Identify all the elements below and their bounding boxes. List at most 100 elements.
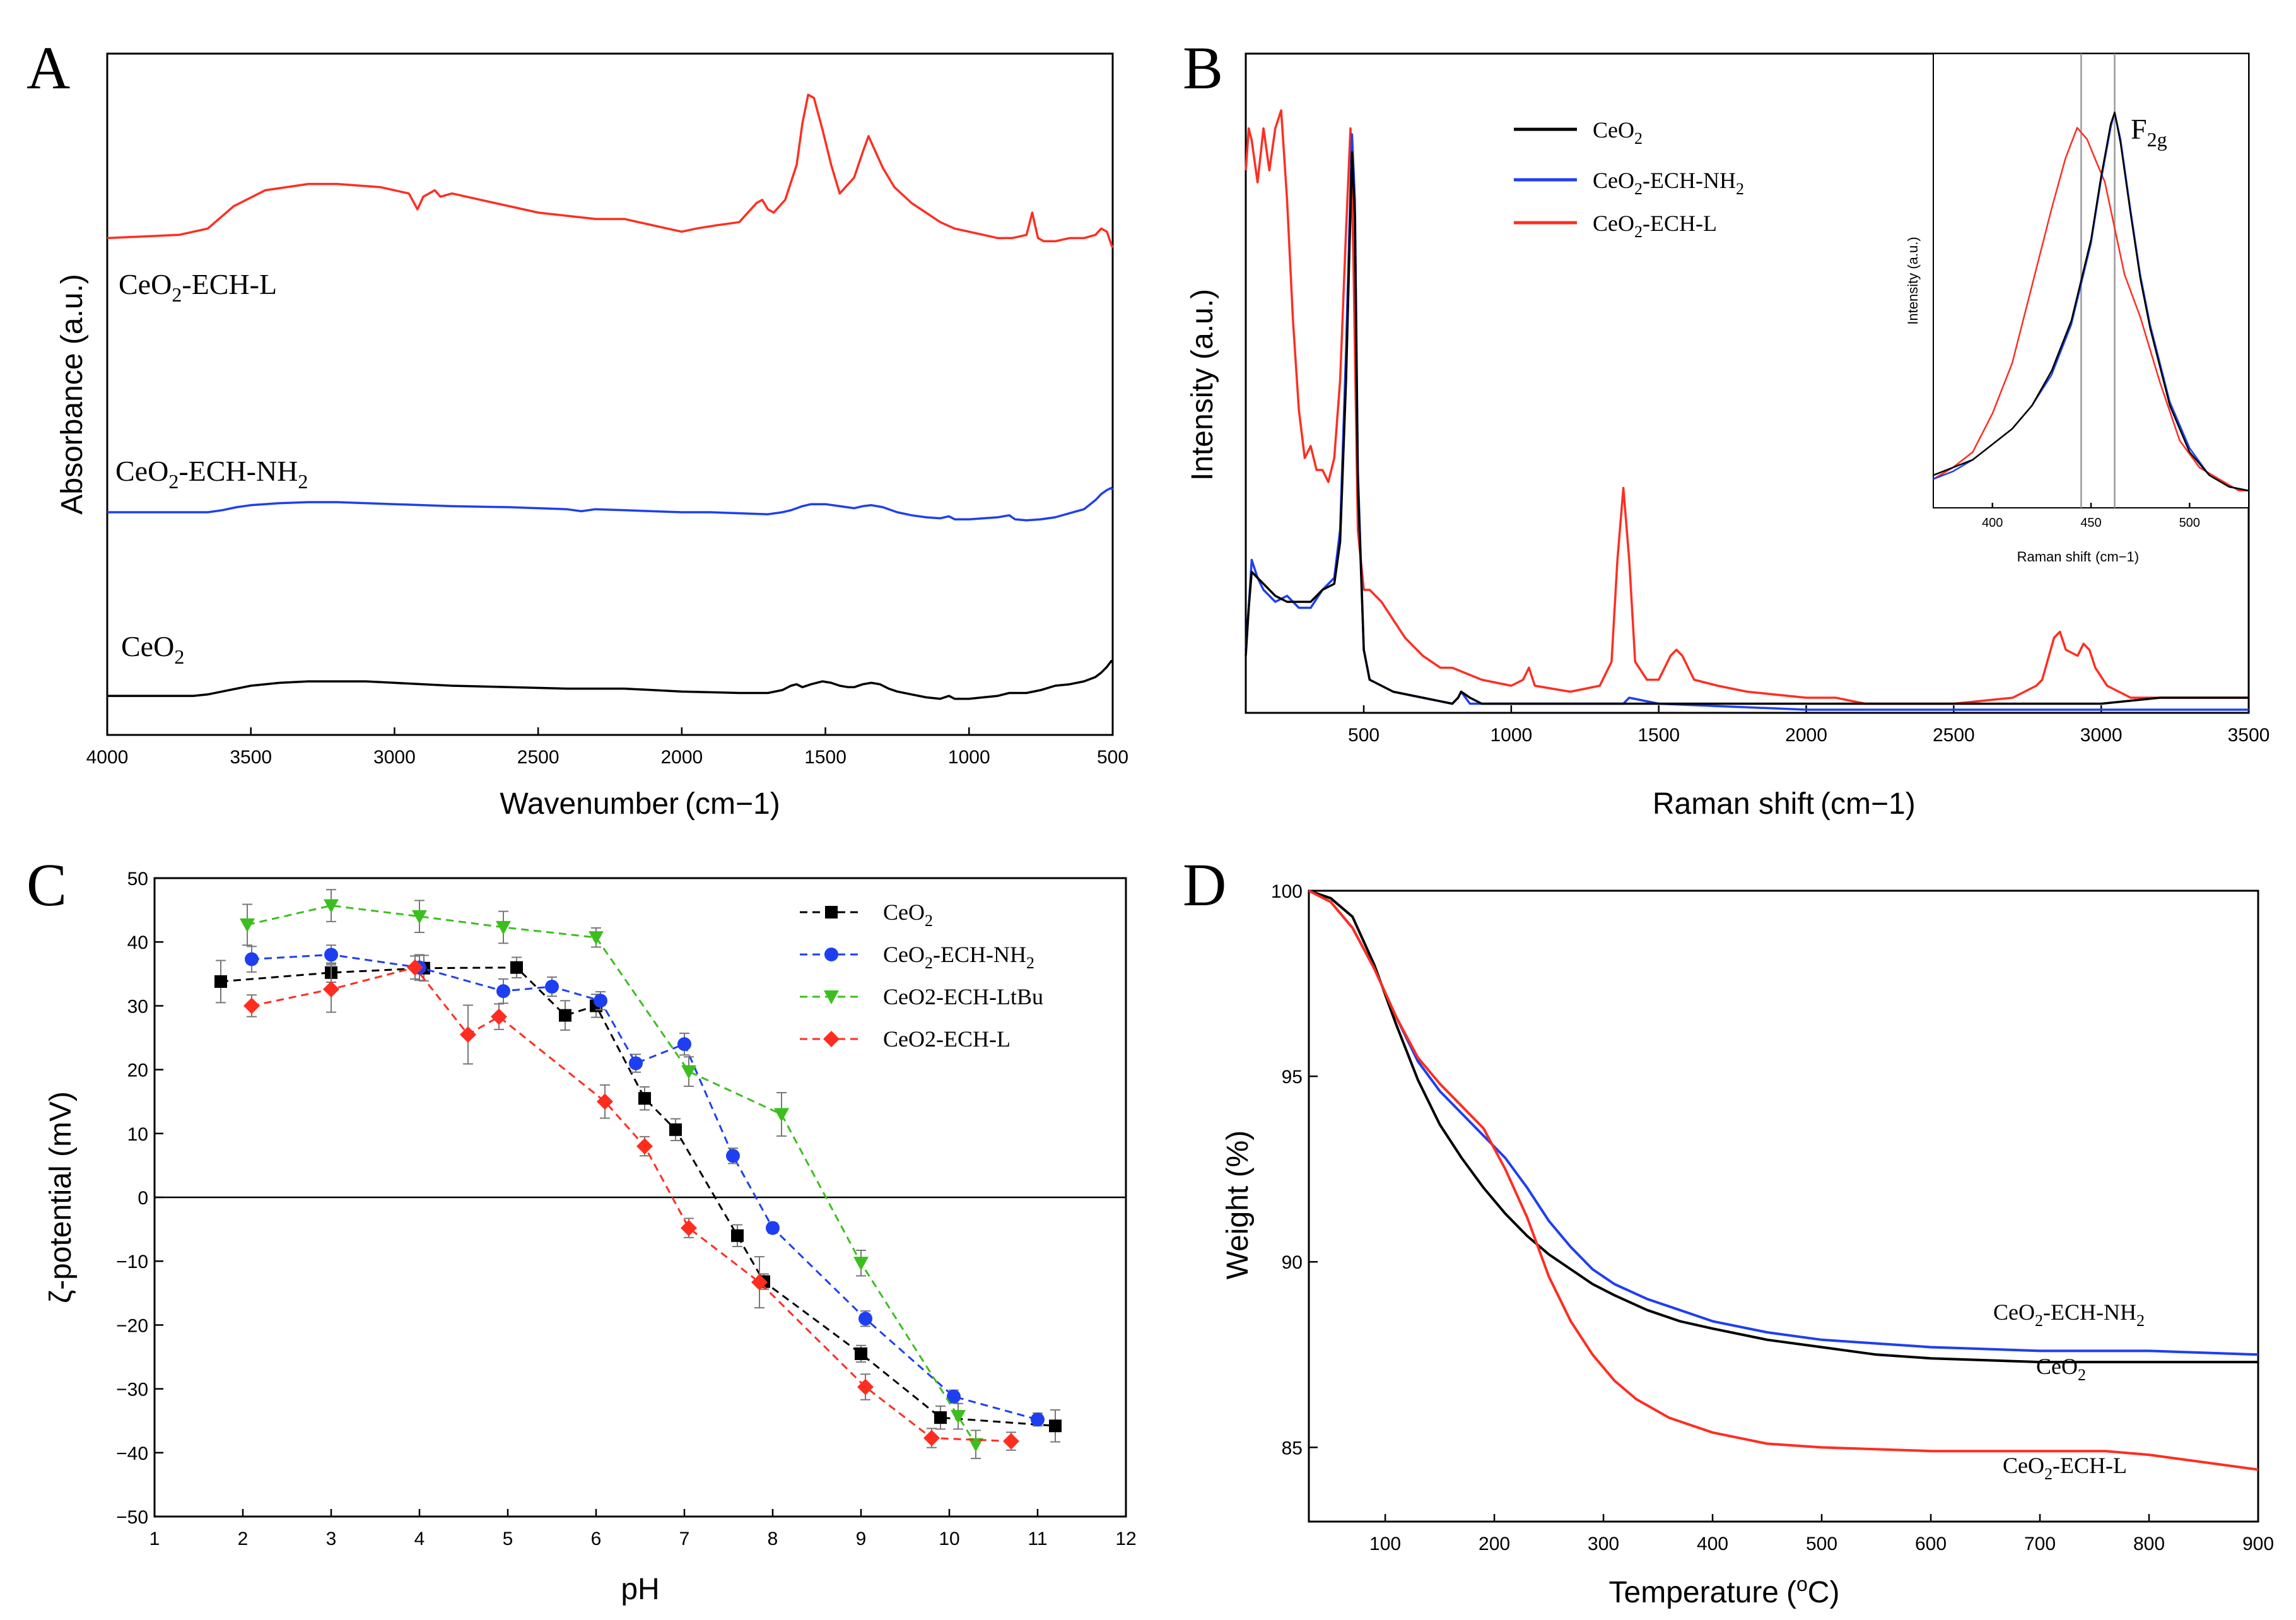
panel-b-inset-x-tick-label-500: 500 [2179,516,2200,530]
panel-b-line-ceo2-ech-l [1245,109,2249,705]
panel-c-point-ceo2-ech-ltbu-7 [853,1257,869,1271]
panel-a-letter: A [26,34,70,102]
panel-c-legend-marker-ceo2-ech-ltbu [824,990,839,1004]
panel-b-legend: CeO2 CeO2-ECH-NH2 CeO2-ECH-L [1514,117,1744,241]
panel-c-point-ceo2-ech-l-6 [636,1138,653,1155]
panel-b-x-tick-label-2000: 2000 [1785,725,1827,746]
panel-c-point-ceo2-ech-nh2-6 [629,1056,643,1071]
panel-c-legend-label-ceo2-ech-ltbu: CeO2-ECH-LtBu [883,984,1043,1009]
panel-c-point-ceo2-ech-nh2-7 [677,1037,691,1052]
panel-b-legend-label-ceo2-ech-l: CeO2-ECH-L [1593,211,1717,241]
panel-d-x-tick-label-900: 900 [2242,1534,2274,1554]
panel-d-line-ceo2 [1308,889,2258,1364]
panel-c: C 1 2 3 4 5 6 7 8 9 10 11 12 −50−40−30−20−100102030… [26,851,1137,1606]
panel-c-point-ceo2-ech-ltbu-2 [412,910,427,924]
panel-c-point-ceo2-ech-ltbu-0 [240,918,255,932]
panel-c-y-ticks: −50 −40 −30 −20 −10 0 10 20 30 40 50 [116,869,163,1528]
panel-d-x-tick-label-800: 800 [2133,1534,2165,1554]
panel-c-y-tick-label-30: −30 [116,1380,148,1400]
panel-c-point-ceo2-ech-l-3 [460,1026,476,1043]
panel-b-x-tick-label-3500: 3500 [2228,725,2270,746]
panel-c-x-tick-label-7: 7 [679,1529,690,1549]
panel-d-y-tick-label-90: 90 [1282,1252,1303,1273]
panel-b-inset-annotation: F2g [2131,113,2167,151]
panel-b-inset-x-tick-label-400: 400 [1982,516,2003,530]
panel-b-series [1245,109,2249,711]
panel-c-y-axis-title: ζ-potential (mV) [44,1091,78,1303]
panel-c-point-ceo2-ech-nh2-11 [947,1389,961,1404]
panel-c-x-tick-label-8: 8 [768,1529,778,1549]
panel-a-x-tick-label-1000: 1000 [948,747,990,768]
panel-a-y-axis-title: Absorbance (a.u.) [56,274,89,515]
panel-d-y-axis-title: Weight (%) [1221,1130,1255,1280]
panel-b-x-ticks: 500 1000 1500 2000 2500 3000 3500 [1348,705,2270,746]
panel-c-point-ceo2-ech-nh2-1 [324,948,338,962]
panel-b-inset-y-axis-title: Intensity (a.u.) [1905,237,1921,324]
panel-b-x-tick-label-1000: 1000 [1491,725,1533,746]
panel-d-line-ceo2-ech-nh2 [1308,889,2259,1356]
panel-c-x-tick-label-3: 3 [326,1529,337,1549]
panel-d-label-ceo2: CeO2 [2036,1354,2086,1384]
panel-b: B 500 1000 1500 2000 2500 3000 3500 CeO2 CeO2-… [1183,34,2270,821]
panel-d-label-ceo2-ech-l: CeO2-ECH-L [2003,1453,2127,1483]
panel-b-x-axis-title: Raman shift [1653,787,1814,821]
panel-a-x-tick-label-2500: 2500 [517,747,559,768]
panel-d-series [1308,889,2259,1471]
panel-a-series [107,93,1114,700]
panel-c-point-ceo2-ech-l-8 [751,1274,768,1291]
panel-c-x-tick-label-11: 11 [1028,1529,1047,1549]
panel-c-point-ceo2-ech-l-0 [243,997,260,1014]
panel-c-point-ceo2-ech-ltbu-1 [324,899,339,913]
panel-c-x-tick-label-4: 4 [414,1529,425,1549]
panel-b-inset-line-ceo2-ech-l [1933,127,2249,492]
panel-a-label-ceo2-ech-l: CeO2-ECH-L [119,268,277,306]
panel-c-point-ceo2-ech-ltbu-9 [968,1438,983,1452]
panel-c-point-ceo2-ech-nh2-8 [726,1149,740,1163]
panel-d: D 100 200 300 400 500 600 700 800 900 85 90 95 100 … [1183,851,2274,1609]
panel-d-x-axis-unit: (oC) [1786,1573,1839,1609]
panel-d-x-tick-label-700: 700 [2024,1534,2056,1554]
panel-b-letter: B [1183,34,1223,102]
panel-a-x-axis-title: Wavenumber [500,787,679,821]
panel-a: A 4000 3500 3000 2500 2000 1500 1000 500 CeO2-E… [26,34,1128,821]
panel-c-x-tick-label-9: 9 [856,1529,867,1549]
panel-c-point-ceo2-ech-l-4 [491,1008,507,1025]
panel-a-x-tick-label-1500: 1500 [804,747,846,768]
panel-c-point-ceo2-ech-l-2 [407,959,423,976]
panel-b-x-tick-label-2500: 2500 [1933,725,1975,746]
panel-d-x-tick-label-300: 300 [1588,1534,1619,1554]
panel-a-plot-frame [106,52,1114,736]
panel-c-point-ceo2-ech-nh2-9 [766,1221,780,1235]
panel-c-point-ceo2-0 [214,975,227,988]
panel-c-fit-line-ceo2-ech-l [251,966,1012,1443]
panel-c-point-ceo2-ech-nh2-3 [496,984,510,999]
panel-c-point-ceo2-ech-l-7 [681,1219,697,1236]
panel-c-y-tick-label-40: 40 [127,932,148,953]
panel-c-y-tick-label-10: −10 [116,1252,148,1272]
panel-c-x-tick-label-2: 2 [238,1529,249,1549]
panel-b-legend-label-ceo2-ech-nh2: CeO2-ECH-NH2 [1593,168,1744,198]
panel-c-point-ceo2-ech-ltbu-5 [681,1065,696,1079]
panel-a-x-tick-label-3000: 3000 [373,747,416,768]
panel-c-point-ceo2-ech-nh2-4 [545,980,559,994]
panel-c-point-ceo2-ech-ltbu-8 [951,1410,966,1424]
panel-c-point-ceo2-6 [638,1092,651,1105]
panel-a-line-ceo2-ech-l [107,93,1114,249]
panel-b-y-axis-title: Intensity (a.u.) [1186,289,1219,481]
panel-d-x-tick-label-100: 100 [1369,1534,1401,1554]
panel-b-x-axis-unit: (cm−1) [1820,787,1916,821]
panel-c-fit-line-ceo2-ech-nh2 [251,953,1038,1421]
panel-d-x-ticks: 100 200 300 400 500 600 700 800 900 [1369,1514,2274,1554]
panel-c-y-tick-label-20: 20 [127,1060,148,1081]
panel-c-fit-line-ceo2-ech-ltbu [247,904,977,1445]
panel-b-inset-series [1933,111,2249,492]
panel-b-inset-x-tick-label-450: 450 [2080,516,2101,530]
panel-d-y-tick-label-95: 95 [1282,1067,1303,1088]
panel-c-y-tick-label-50: −50 [116,1507,148,1528]
panel-a-line-ceo2 [107,660,1114,700]
panel-c-point-ceo2-ech-nh2-5 [594,994,607,1008]
panel-c-point-ceo2-7 [669,1123,682,1136]
panel-b-inset: 400 450 500 F2g Raman shift (cm−1) Intensi… [1905,53,2249,565]
panel-c-point-ceo2-ech-nh2-12 [1031,1412,1045,1427]
